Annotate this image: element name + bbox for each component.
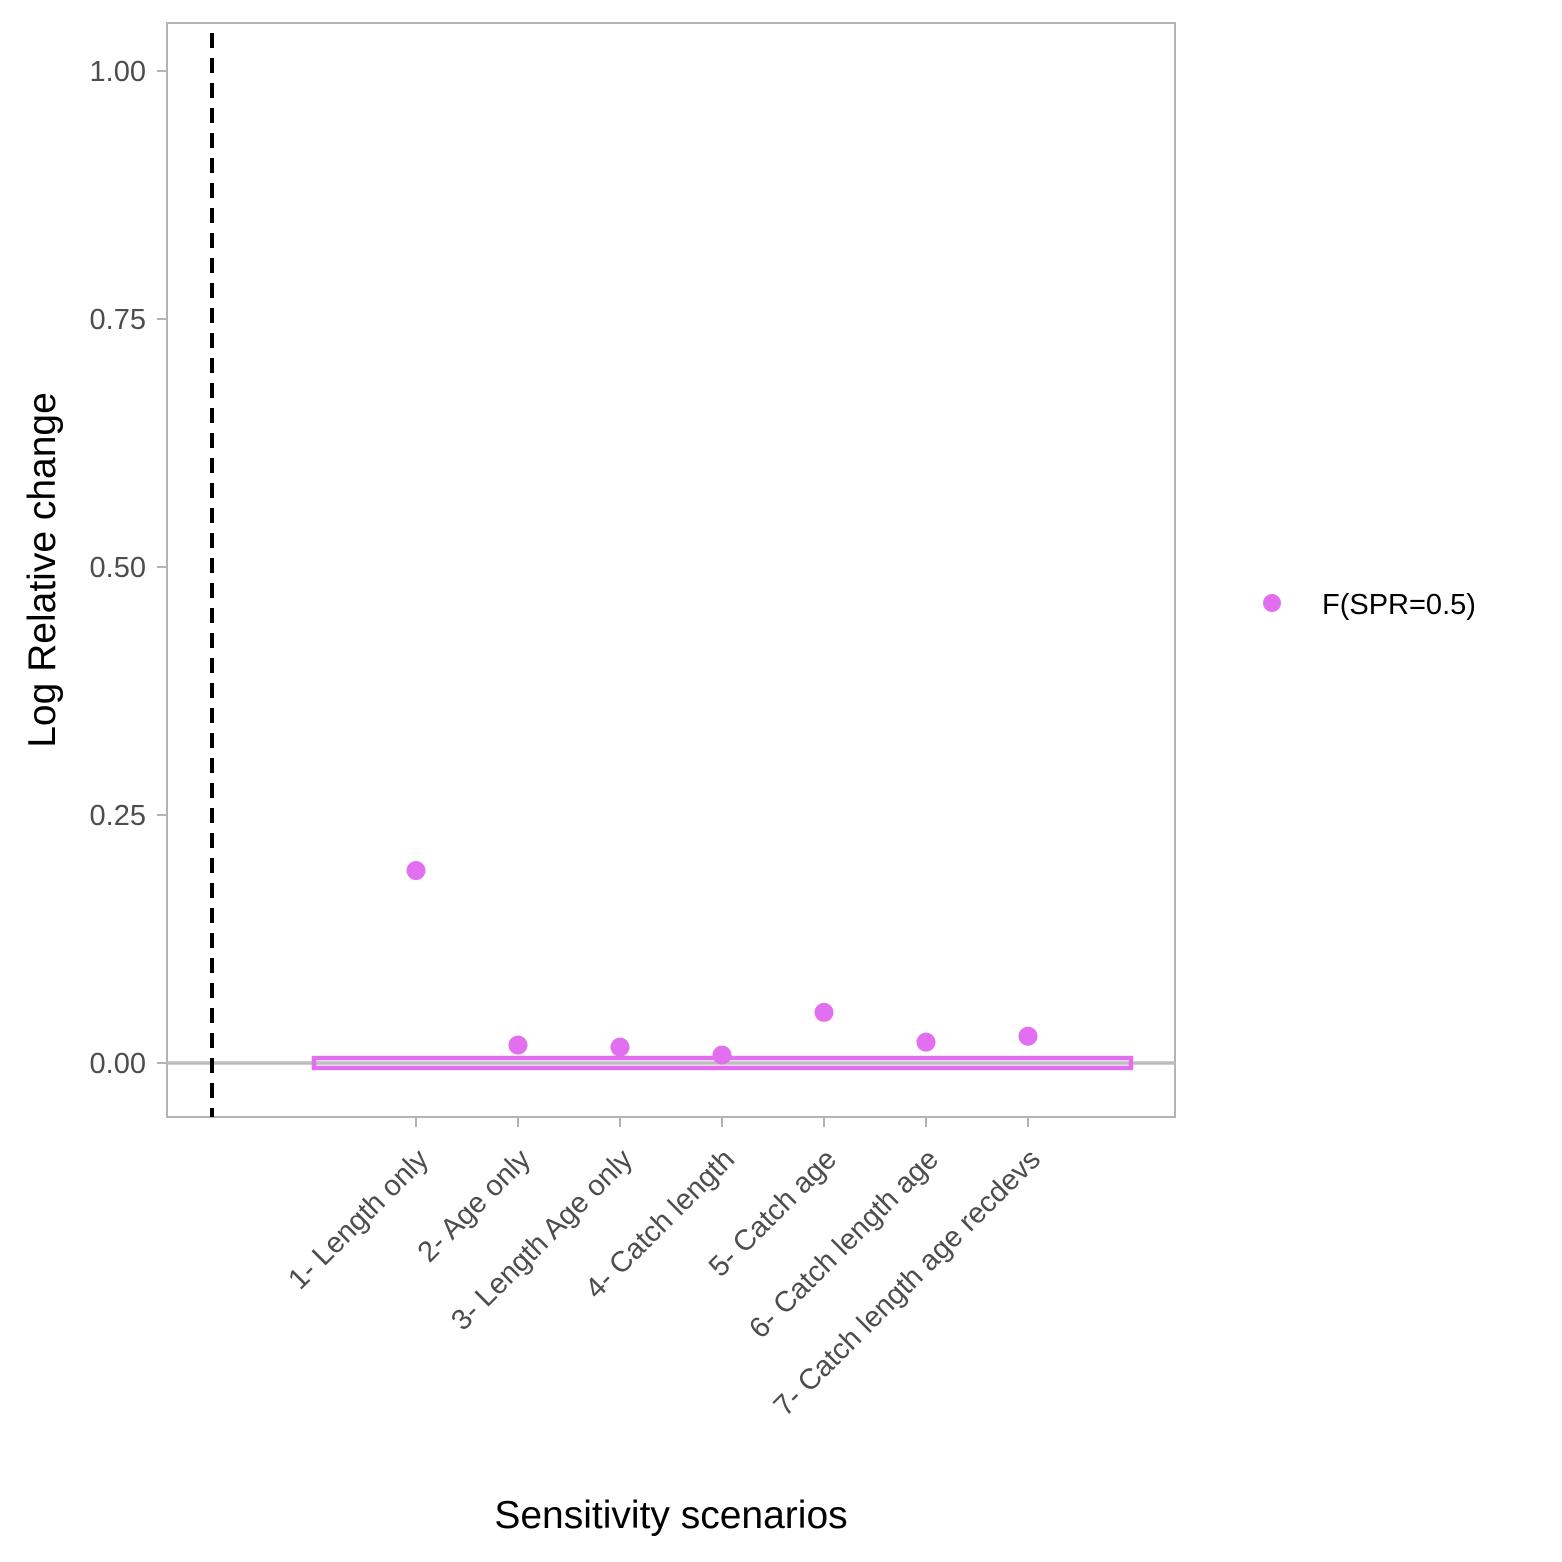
data-point-0-5 (916, 1032, 936, 1052)
data-point-0-6 (1018, 1026, 1038, 1046)
data-point-0-1 (508, 1035, 528, 1055)
x-axis-title: Sensitivity scenarios (494, 1494, 847, 1537)
data-point-0-4 (814, 1002, 834, 1022)
y-axis-title: Log Relative change (21, 392, 64, 748)
legend-label-f-spr: F(SPR=0.5) (1322, 589, 1476, 621)
y-tick-label-1: 0.25 (90, 800, 146, 832)
legend-key-f-spr (1263, 594, 1281, 612)
y-tick-label-4: 1.00 (90, 56, 146, 88)
data-point-0-3 (712, 1045, 732, 1065)
panel-border (166, 22, 1176, 1118)
legend: F(SPR=0.5) (1263, 589, 1476, 621)
x-tick-label-2: 3- Length Age only (445, 1143, 639, 1337)
x-tick-label-0: 1- Length only (282, 1143, 435, 1296)
x-tick-label-5: 6- Catch length age (743, 1143, 945, 1345)
y-tick-label-0: 0.00 (90, 1048, 146, 1080)
data-point-0-2 (610, 1037, 630, 1057)
plot-area (166, 22, 1176, 1118)
y-axis: 0.00 0.25 0.50 0.75 1.00 (90, 56, 167, 1080)
y-tick-label-3: 0.75 (90, 304, 146, 336)
data-point-0-0 (406, 861, 426, 881)
y-tick-label-2: 0.50 (90, 552, 146, 584)
